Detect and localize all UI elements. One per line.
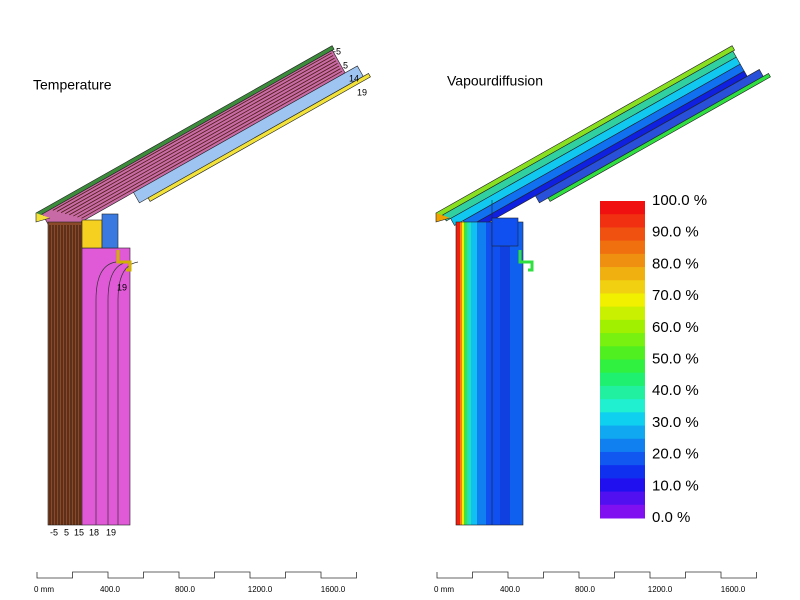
beam — [81, 219, 103, 249]
legend-swatch — [600, 346, 645, 360]
wall-inner — [81, 247, 131, 526]
legend-label: 80.0 % — [652, 255, 699, 272]
roof-cover — [35, 45, 335, 217]
legend-label: 40.0 % — [652, 382, 699, 399]
isotherm-label: 5 — [343, 60, 348, 70]
legend-label: 50.0 % — [652, 350, 699, 367]
legend-label: 10.0 % — [652, 477, 699, 494]
fascia — [518, 250, 534, 272]
legend-label: 90.0 % — [652, 224, 699, 241]
panel-title: Vapourdiffusion — [447, 73, 543, 89]
wall-layer — [471, 222, 477, 525]
scale-label: 0 mm — [34, 585, 54, 594]
isotherm — [64, 60, 337, 215]
isotherm-label: -5 — [333, 46, 341, 56]
isotherm-label: 19 — [357, 87, 367, 97]
wall-layer — [456, 222, 460, 525]
legend-label: 100.0 % — [652, 192, 707, 209]
isotherm — [56, 55, 334, 212]
scale-label: 400.0 — [500, 585, 521, 594]
scale-label: 1600.0 — [721, 585, 746, 594]
wall-layer — [464, 222, 467, 525]
isotherm-label: -5 — [50, 527, 58, 537]
legend-label: 60.0 % — [652, 319, 699, 336]
isotherm-label: 5 — [64, 527, 69, 537]
wall-layer — [462, 222, 464, 525]
isotherm — [69, 63, 338, 216]
legend-swatch — [600, 478, 645, 493]
scale-bar — [36, 571, 357, 579]
legend-swatch — [600, 267, 645, 281]
isotherm-label: 18 — [89, 527, 99, 537]
legend-swatch — [600, 412, 645, 427]
scale-label: 0 mm — [434, 585, 454, 594]
roof-lining — [133, 65, 364, 204]
legend-swatch — [600, 214, 645, 228]
scale-label: 800.0 — [575, 585, 596, 594]
legend-swatch — [600, 425, 645, 440]
panel-title: Temperature — [33, 77, 112, 93]
legend-label: 20.0 % — [652, 446, 699, 463]
beam-cold — [101, 213, 119, 249]
legend-swatch — [600, 438, 645, 453]
legend-label: 70.0 % — [652, 287, 699, 304]
wall-layer — [500, 222, 510, 525]
scale-bar — [436, 571, 757, 579]
scale-label: 1600.0 — [321, 585, 346, 594]
legend-swatch — [600, 504, 645, 519]
beam — [491, 217, 519, 247]
wall-layer — [467, 222, 471, 525]
legend-swatch — [600, 253, 645, 268]
legend-swatch — [600, 201, 645, 215]
wall-layer — [486, 222, 500, 525]
isotherm-label: 14 — [349, 73, 359, 83]
legend-swatch — [600, 227, 645, 242]
legend-swatch — [600, 451, 645, 466]
isotherm — [73, 65, 340, 217]
wall-outline — [455, 221, 524, 526]
wall-layer — [477, 222, 486, 525]
scale-label: 1200.0 — [648, 585, 673, 594]
legend-label: 30.0 % — [652, 414, 699, 431]
roof-lining — [535, 69, 764, 204]
legend-swatch — [600, 465, 645, 479]
roof-board — [147, 73, 371, 202]
scale-label: 800.0 — [175, 585, 196, 594]
legend-swatch — [600, 385, 645, 400]
legend-swatch — [600, 306, 645, 321]
legend-swatch — [600, 372, 645, 387]
isotherm — [52, 52, 332, 211]
isotherm — [95, 261, 117, 525]
legend-swatch — [600, 359, 645, 374]
legend-swatch — [600, 491, 645, 506]
isotherm — [60, 57, 335, 213]
isotherm — [81, 70, 343, 219]
eave — [35, 213, 51, 223]
legend-swatch — [600, 319, 645, 334]
legend-swatch — [600, 333, 645, 347]
wall-layer — [460, 222, 462, 525]
legend-swatch — [600, 280, 645, 294]
scale-label: 1200.0 — [248, 585, 273, 594]
roof-board — [547, 73, 771, 202]
wall-layer — [510, 222, 523, 525]
isotherm-label: 19 — [117, 282, 127, 292]
legend-swatch — [600, 240, 645, 255]
isotherm-label: 15 — [74, 527, 84, 537]
eave — [435, 213, 451, 223]
fascia — [116, 250, 132, 272]
legend-label: 0.0 % — [652, 509, 690, 526]
legend-swatch — [600, 293, 645, 308]
scale-label: 400.0 — [100, 585, 121, 594]
legend-swatch — [600, 399, 645, 413]
isotherm — [77, 68, 341, 218]
isotherm — [117, 261, 139, 525]
isotherm-label: 19 — [106, 527, 116, 537]
